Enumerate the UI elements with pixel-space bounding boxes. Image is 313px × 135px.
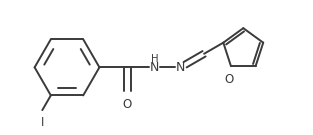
Text: O: O — [225, 73, 234, 86]
Text: N: N — [176, 61, 185, 74]
Text: O: O — [123, 98, 132, 111]
Text: I: I — [41, 116, 44, 129]
Text: N: N — [150, 61, 159, 74]
Text: H: H — [151, 54, 158, 64]
